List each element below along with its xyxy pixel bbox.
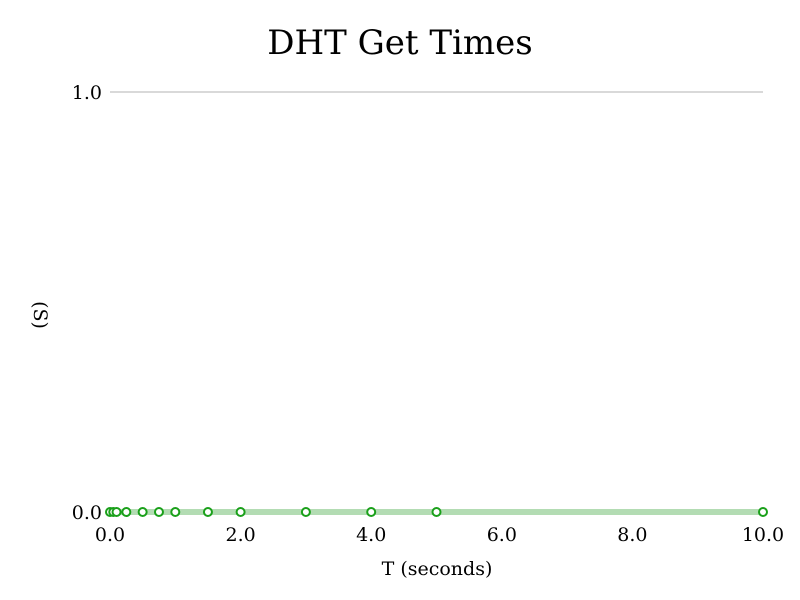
x-tick-label-5: 10.0 [742,524,784,546]
y-tick-label-1: 1.0 [72,82,102,104]
data-point-0-12 [758,507,768,517]
data-point-0-3 [121,507,132,517]
data-point-0-5 [153,507,164,517]
series-group [105,507,768,517]
chart-title: DHT Get Times [267,23,533,63]
data-point-0-9 [300,507,311,517]
x-axis-label: T (seconds) [382,558,493,580]
x-tick-label-3: 6.0 [487,524,517,546]
x-tick-label-0: 0.0 [95,524,125,546]
x-axis-ticks: 0.0 2.0 4.0 6.0 8.0 10.0 [95,524,784,546]
y-tick-label-0: 0.0 [72,502,102,524]
data-point-0-7 [202,507,213,517]
y-axis-ticks: 0.0 1.0 [72,82,102,524]
y-axis-label: (S) [29,301,51,329]
x-tick-label-4: 8.0 [617,524,647,546]
data-point-0-8 [235,507,246,517]
data-point-0-10 [366,507,377,517]
data-point-0-11 [431,507,442,517]
data-point-0-6 [170,507,181,517]
x-tick-label-1: 2.0 [225,524,255,546]
x-tick-label-2: 4.0 [356,524,386,546]
data-point-0-4 [137,507,148,517]
data-point-0-2 [111,507,122,517]
